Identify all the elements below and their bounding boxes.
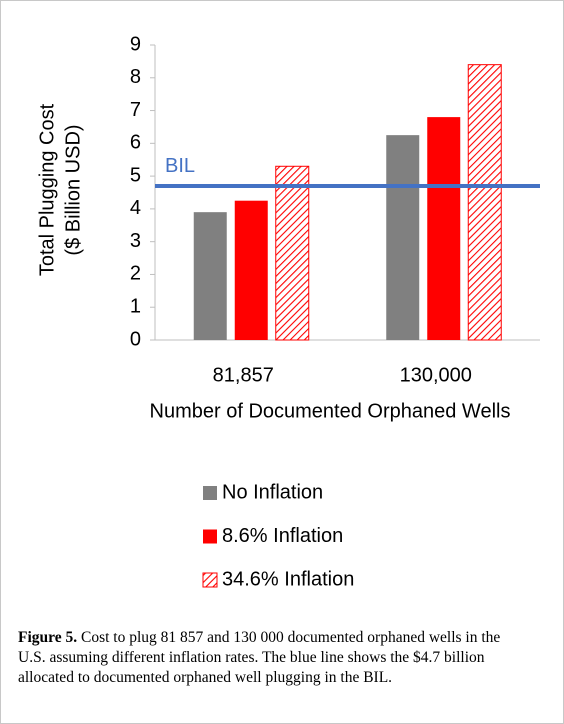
legend-label: No Inflation bbox=[222, 481, 323, 503]
y-tick-label: 3 bbox=[130, 230, 141, 252]
chart: Total Plugging Cost ($ Billion USD) Numb… bbox=[36, 33, 540, 590]
y-tick-label: 7 bbox=[130, 99, 141, 121]
caption-label: Figure 5. bbox=[18, 629, 78, 646]
legend-label: 34.6% Inflation bbox=[222, 568, 354, 590]
legend-swatch bbox=[203, 529, 217, 544]
y-tick-label: 8 bbox=[130, 66, 141, 88]
y-axis-title: ($ Billion USD) bbox=[62, 124, 84, 255]
y-tick-label: 4 bbox=[130, 197, 141, 219]
bar bbox=[275, 165, 310, 341]
caption: Figure 5. Cost to plug 81 857 and 130 00… bbox=[18, 628, 518, 688]
x-tick-label: 130,000 bbox=[400, 364, 472, 386]
legend-label: 8.6% Inflation bbox=[222, 525, 343, 547]
x-tick-label: 81,857 bbox=[213, 364, 274, 386]
y-axis-title: Total Plugging Cost bbox=[36, 103, 58, 276]
bar bbox=[193, 212, 227, 340]
bar bbox=[427, 117, 461, 340]
bar bbox=[467, 64, 502, 341]
y-tick-label: 0 bbox=[130, 328, 141, 350]
y-tick-label: 1 bbox=[130, 296, 141, 318]
y-tick-label: 5 bbox=[130, 164, 141, 186]
x-axis-title: Number of Documented Orphaned Wells bbox=[150, 400, 511, 422]
bar bbox=[386, 135, 420, 340]
bar bbox=[234, 200, 268, 340]
legend-swatch bbox=[202, 572, 218, 588]
caption-text: Cost to plug 81 857 and 130 000 document… bbox=[18, 629, 501, 686]
y-tick-label: 6 bbox=[130, 132, 141, 154]
legend-swatch bbox=[203, 486, 217, 500]
reference-label: BIL bbox=[165, 155, 195, 177]
y-tick-label: 9 bbox=[130, 33, 141, 55]
y-tick-label: 2 bbox=[130, 263, 141, 285]
